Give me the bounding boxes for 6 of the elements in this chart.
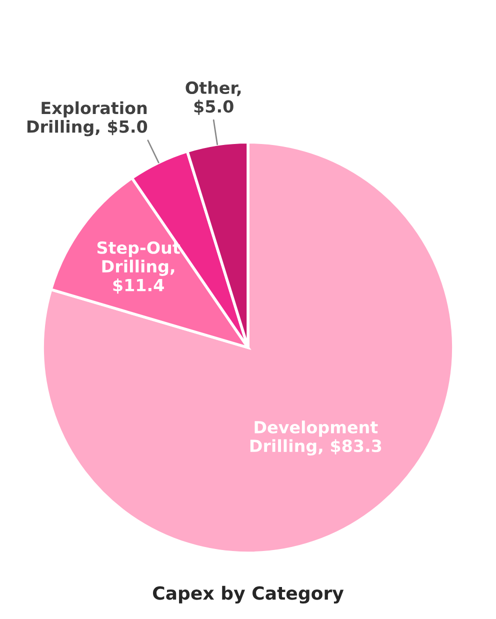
text: Capex by Category (152, 586, 344, 604)
pie-slice (41, 140, 455, 554)
slice-label: Step-Out Drilling, $11.4 (97, 241, 180, 294)
slice-label: Exploration Drilling, $5.0 (27, 101, 148, 136)
slice-label: Development Drilling, $83.3 (250, 420, 382, 456)
slice-label: Other, $5.0 (186, 81, 241, 115)
